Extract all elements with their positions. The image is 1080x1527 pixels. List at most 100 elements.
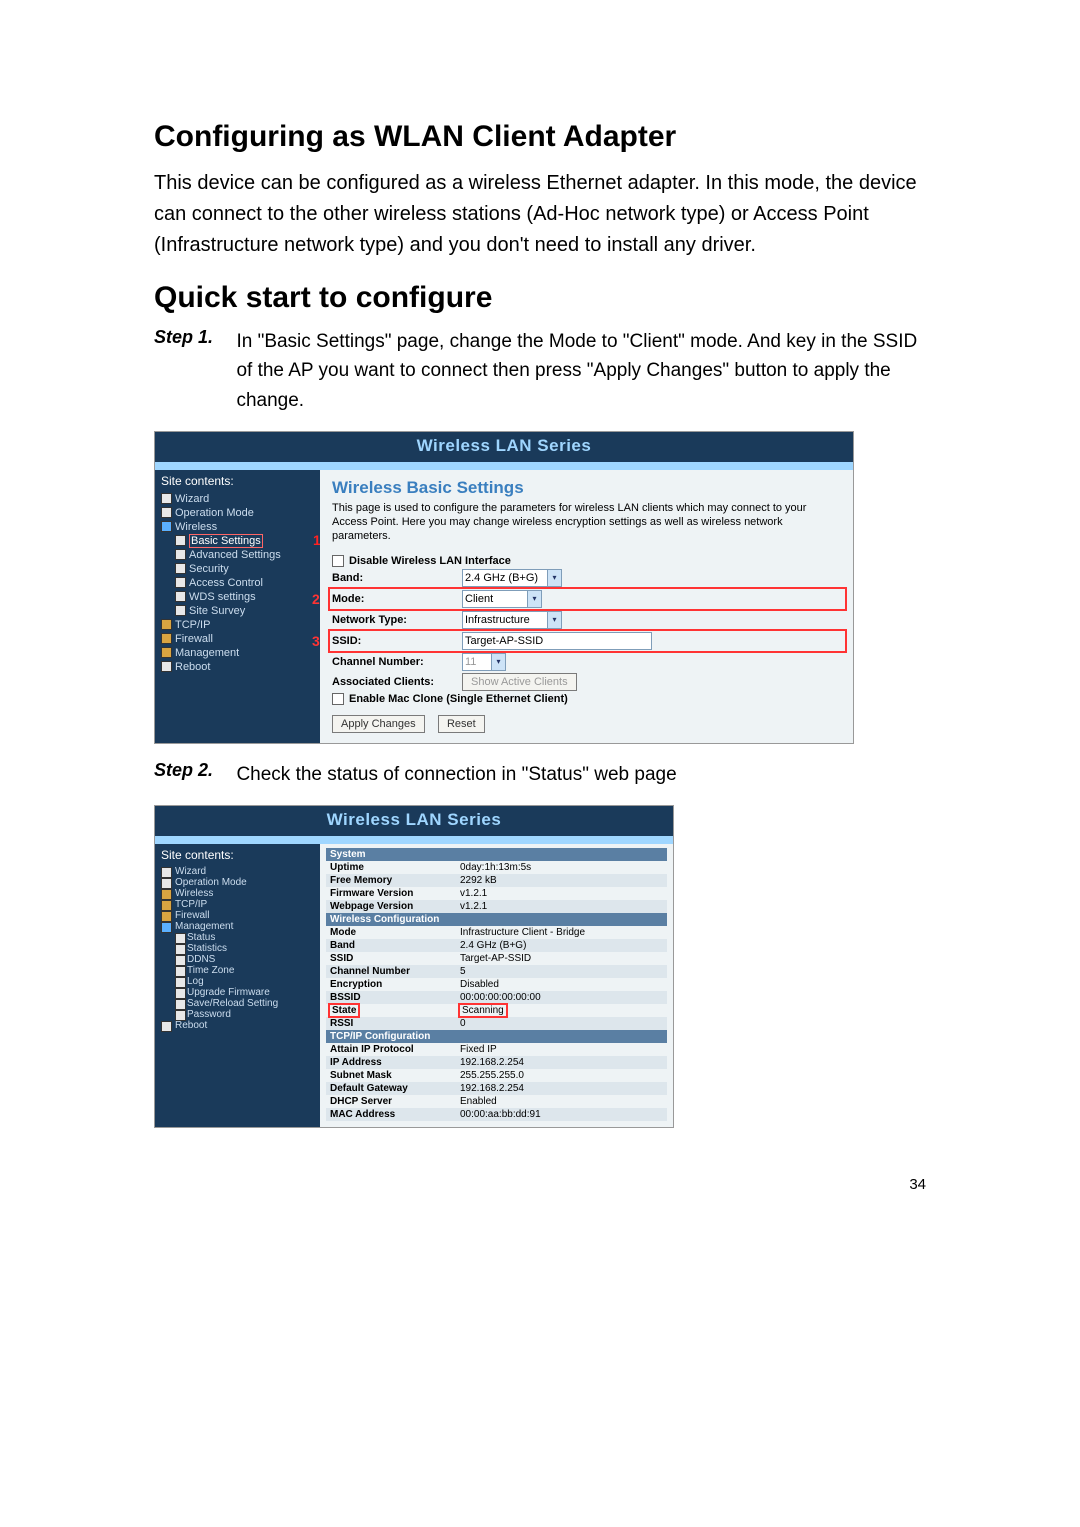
sidebar-wireless[interactable]: Wireless bbox=[161, 520, 316, 534]
folder-icon bbox=[161, 633, 172, 644]
chevron-down-icon: ▾ bbox=[491, 654, 505, 670]
ssid-input[interactable]: Target-AP-SSID bbox=[462, 632, 652, 650]
disable-checkbox[interactable] bbox=[332, 555, 344, 567]
channel-label: Channel Number: bbox=[332, 656, 462, 668]
row-gw: Default Gateway192.168.2.254 bbox=[326, 1082, 667, 1095]
sidebar-wizard[interactable]: Wizard bbox=[161, 492, 316, 506]
mode-select[interactable]: Client▾ bbox=[462, 590, 542, 608]
row-mask: Subnet Mask255.255.255.0 bbox=[326, 1069, 667, 1082]
channel-select: 11▾ bbox=[462, 653, 506, 671]
sidebar-security[interactable]: Security bbox=[161, 562, 316, 576]
step2-body: Check the status of connection in "Statu… bbox=[236, 760, 924, 789]
status-table: System Uptime0day:1h:13m:5s Free Memory2… bbox=[326, 848, 667, 1121]
sidebar2-password[interactable]: Password bbox=[161, 1009, 316, 1020]
section-system: System bbox=[326, 848, 667, 861]
scr1-content: Wireless Basic Settings This page is use… bbox=[320, 470, 853, 742]
content-desc: This page is used to configure the param… bbox=[332, 502, 843, 543]
sidebar2-tcpip[interactable]: TCP/IP bbox=[161, 899, 316, 910]
band-label: Band: bbox=[332, 572, 462, 584]
heading-quickstart: Quick start to configure bbox=[154, 281, 926, 315]
row-attain: Attain IP ProtocolFixed IP bbox=[326, 1043, 667, 1056]
sidebar-firewall[interactable]: Firewall bbox=[161, 632, 316, 646]
mode-label: Mode: bbox=[332, 593, 462, 605]
sidebar2-opmode[interactable]: Operation Mode bbox=[161, 877, 316, 888]
sidebar2-tz[interactable]: Time Zone bbox=[161, 965, 316, 976]
scr1-sidebar-title: Site contents: bbox=[161, 474, 316, 488]
page-icon bbox=[175, 549, 186, 560]
macclone-checkbox[interactable] bbox=[332, 693, 344, 705]
assoc-label: Associated Clients: bbox=[332, 676, 462, 688]
chevron-down-icon: ▾ bbox=[547, 612, 561, 628]
row-uptime: Uptime0day:1h:13m:5s bbox=[326, 861, 667, 874]
row-ssid: 3 SSID: Target-AP-SSID bbox=[330, 631, 845, 651]
sidebar-basic-boxed: Basic Settings bbox=[189, 534, 263, 548]
row-wpver: Webpage Versionv1.2.1 bbox=[326, 900, 667, 913]
row-mode: 2 Mode: Client▾ bbox=[330, 589, 845, 609]
sidebar2-savereload[interactable]: Save/Reload Setting bbox=[161, 998, 316, 1009]
state-value-boxed: Scanning bbox=[460, 1005, 506, 1016]
folder-open-icon bbox=[161, 521, 172, 532]
row-ssid2: SSIDTarget-AP-SSID bbox=[326, 952, 667, 965]
section-tcpip: TCP/IP Configuration bbox=[326, 1030, 667, 1043]
sidebar2-reboot[interactable]: Reboot bbox=[161, 1020, 316, 1031]
ssid-label: SSID: bbox=[332, 635, 462, 647]
page-icon bbox=[161, 507, 172, 518]
page-icon bbox=[175, 563, 186, 574]
row-dhcp: DHCP ServerEnabled bbox=[326, 1095, 667, 1108]
page-icon bbox=[161, 1021, 172, 1032]
chevron-down-icon: ▾ bbox=[527, 591, 541, 607]
page-icon bbox=[161, 661, 172, 672]
sidebar-mgmt[interactable]: Management bbox=[161, 646, 316, 660]
screenshot-basic-settings: Wireless LAN Series Site contents: Wizar… bbox=[154, 431, 854, 743]
chevron-down-icon: ▾ bbox=[547, 570, 561, 586]
row-mac: MAC Address00:00:aa:bb:dd:91 bbox=[326, 1108, 667, 1121]
page-icon bbox=[175, 605, 186, 616]
sidebar2-wireless[interactable]: Wireless bbox=[161, 888, 316, 899]
step1-body: In "Basic Settings" page, change the Mod… bbox=[236, 327, 924, 415]
folder-icon bbox=[161, 619, 172, 630]
heading-configuring: Configuring as WLAN Client Adapter bbox=[154, 120, 926, 154]
scr1-title: Wireless LAN Series bbox=[417, 436, 592, 455]
band-select[interactable]: 2.4 GHz (B+G)▾ bbox=[462, 569, 562, 587]
sidebar-tcpip[interactable]: TCP/IP bbox=[161, 618, 316, 632]
scr2-sidebar: Site contents: Wizard Operation Mode Wir… bbox=[155, 844, 320, 1127]
nettype-label: Network Type: bbox=[332, 614, 462, 626]
page-number: 34 bbox=[154, 1176, 926, 1193]
row-chan2: Channel Number5 bbox=[326, 965, 667, 978]
reset-button[interactable]: Reset bbox=[438, 715, 485, 733]
sidebar2-stats[interactable]: Statistics bbox=[161, 943, 316, 954]
sidebar-wds[interactable]: WDS settings bbox=[161, 590, 316, 604]
sidebar2-status[interactable]: Status bbox=[161, 932, 316, 943]
sidebar2-upgrade[interactable]: Upgrade Firmware bbox=[161, 987, 316, 998]
sidebar-advanced[interactable]: Advanced Settings bbox=[161, 548, 316, 562]
sidebar2-firewall[interactable]: Firewall bbox=[161, 910, 316, 921]
nettype-select[interactable]: Infrastructure▾ bbox=[462, 611, 562, 629]
scr1-sidebar: Site contents: Wizard Operation Mode Wir… bbox=[155, 470, 320, 742]
row-band2: Band2.4 GHz (B+G) bbox=[326, 939, 667, 952]
page-icon bbox=[175, 591, 186, 602]
row-enc: EncryptionDisabled bbox=[326, 978, 667, 991]
row-nettype: Network Type: Infrastructure▾ bbox=[332, 610, 843, 630]
scr1-body: Site contents: Wizard Operation Mode Wir… bbox=[155, 470, 853, 742]
sidebar-reboot[interactable]: Reboot bbox=[161, 660, 316, 674]
step-2: Step 2. Check the status of connection i… bbox=[154, 760, 926, 789]
sidebar-access[interactable]: Access Control bbox=[161, 576, 316, 590]
sidebar-opmode[interactable]: Operation Mode bbox=[161, 506, 316, 520]
sidebar2-ddns[interactable]: DDNS bbox=[161, 954, 316, 965]
sidebar2-log[interactable]: Log bbox=[161, 976, 316, 987]
disable-label: Disable Wireless LAN Interface bbox=[349, 555, 511, 567]
step1-label: Step 1. bbox=[154, 327, 232, 348]
sidebar-basic-settings[interactable]: Basic Settings 1 bbox=[161, 534, 316, 548]
page-icon bbox=[175, 577, 186, 588]
sidebar2-wizard[interactable]: Wizard bbox=[161, 866, 316, 877]
macclone-label: Enable Mac Clone (Single Ethernet Client… bbox=[349, 693, 568, 705]
sidebar-survey[interactable]: Site Survey bbox=[161, 604, 316, 618]
apply-changes-button[interactable]: Apply Changes bbox=[332, 715, 425, 733]
sidebar2-mgmt[interactable]: Management bbox=[161, 921, 316, 932]
row-state: StateScanning bbox=[326, 1004, 667, 1017]
screenshot-status: Wireless LAN Series Site contents: Wizar… bbox=[154, 805, 674, 1128]
row-mode2: ModeInfrastructure Client - Bridge bbox=[326, 926, 667, 939]
row-ip: IP Address192.168.2.254 bbox=[326, 1056, 667, 1069]
row-macclone: Enable Mac Clone (Single Ethernet Client… bbox=[332, 692, 843, 706]
scr2-body: Site contents: Wizard Operation Mode Wir… bbox=[155, 844, 673, 1127]
